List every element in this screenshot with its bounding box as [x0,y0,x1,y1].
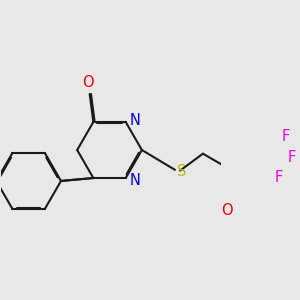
Text: F: F [275,170,283,185]
Text: N: N [130,113,141,128]
Text: F: F [282,128,290,143]
Text: S: S [177,164,187,179]
Text: N: N [130,173,141,188]
Text: O: O [82,75,94,90]
Text: O: O [220,203,232,218]
Text: F: F [287,150,296,165]
